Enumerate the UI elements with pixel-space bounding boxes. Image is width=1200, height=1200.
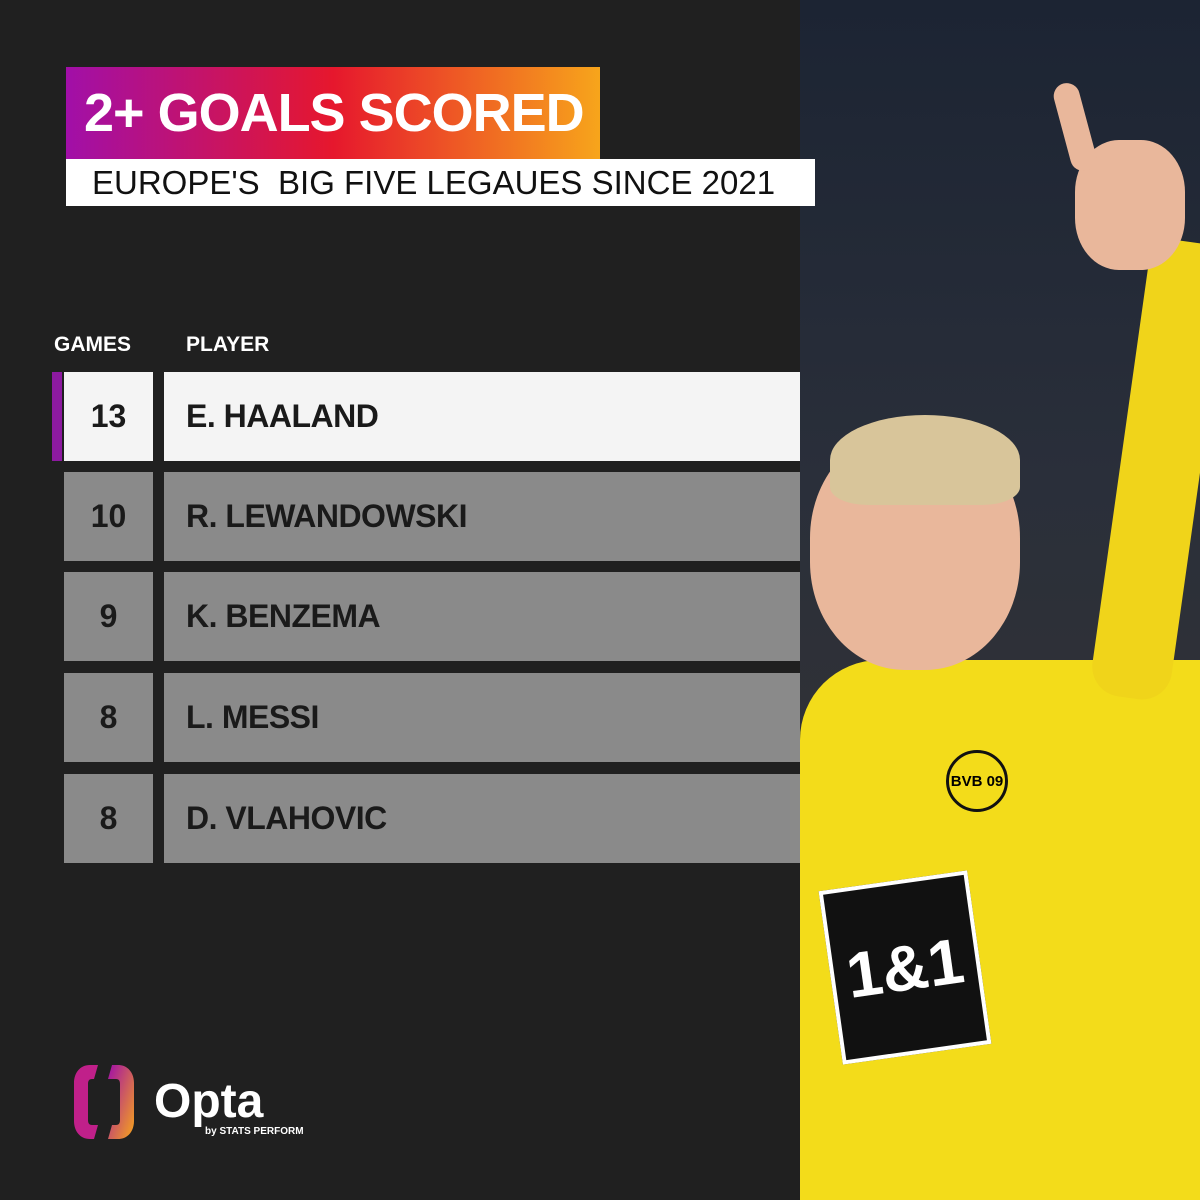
games-cell: 8 xyxy=(64,673,153,762)
opta-tagline: by STATS PERFORM xyxy=(205,1126,304,1137)
player-cell: D. VLAHOVIC xyxy=(164,774,800,863)
opta-wordmark: Opta xyxy=(154,1075,264,1128)
header-player: PLAYER xyxy=(186,333,270,356)
sponsor-logo: 1&1 xyxy=(818,870,992,1065)
table-row: 10 R. LEWANDOWSKI xyxy=(52,472,800,561)
club-badge: BVB 09 xyxy=(946,750,1008,812)
subtitle: EUROPE'S BIG FIVE LEGAUES SINCE 2021 xyxy=(66,159,815,206)
player-cell: L. MESSI xyxy=(164,673,800,762)
player-cell: E. HAALAND xyxy=(164,372,800,461)
table-row: 8 D. VLAHOVIC xyxy=(52,774,800,863)
games-cell: 9 xyxy=(64,572,153,661)
games-cell: 13 xyxy=(64,372,153,461)
player-hair xyxy=(830,415,1020,505)
table-row: 8 L. MESSI xyxy=(52,673,800,762)
title: 2+ GOALS SCORED xyxy=(66,67,600,159)
table-row: 13 E. HAALAND xyxy=(52,372,800,461)
games-cell: 10 xyxy=(64,472,153,561)
opta-logo-icon xyxy=(74,1065,134,1139)
player-cell: R. LEWANDOWSKI xyxy=(164,472,800,561)
games-cell: 8 xyxy=(64,774,153,863)
table-row: 9 K. BENZEMA xyxy=(52,572,800,661)
player-cell: K. BENZEMA xyxy=(164,572,800,661)
highlight-accent xyxy=(52,372,62,461)
header-games: GAMES xyxy=(54,333,132,356)
